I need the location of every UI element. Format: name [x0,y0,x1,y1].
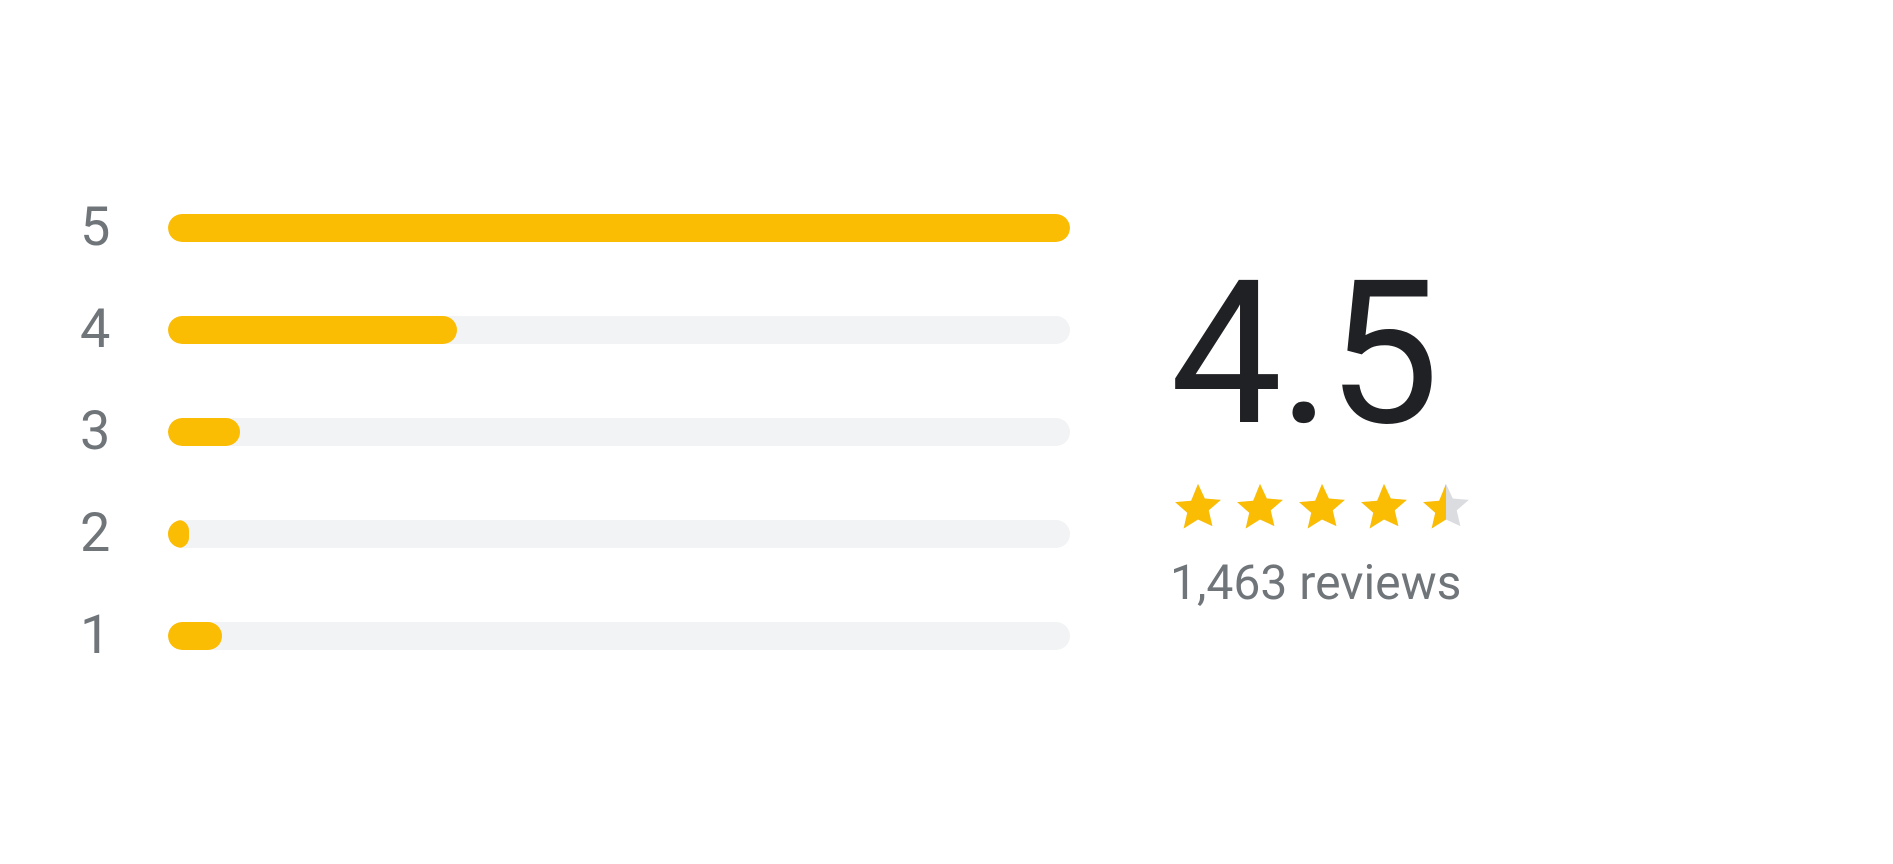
rating-bar-label: 4 [80,303,114,357]
star-icon [1170,478,1226,534]
rating-bar-row: 1 [80,609,1070,663]
rating-bar-row: 4 [80,303,1070,357]
star-icon [1294,478,1350,534]
rating-bar-fill [168,622,222,650]
rating-bar-row: 3 [80,405,1070,459]
rating-bar-row: 2 [80,507,1070,561]
rating-bars-section: 5 4 3 2 1 [80,201,1070,663]
rating-bar-fill [168,520,189,548]
star-icon [1418,478,1474,534]
rating-bar-label: 2 [80,507,114,561]
review-summary: 5 4 3 2 1 [80,201,1813,663]
rating-bar-label: 3 [80,405,114,459]
rating-bar-track [168,418,1070,446]
stars-row [1170,478,1474,534]
score-section: 4.5 1,463 reviews [1170,254,1474,611]
rating-bar-track [168,520,1070,548]
star-icon [1232,478,1288,534]
score-value: 4.5 [1170,254,1436,454]
star-icon [1356,478,1412,534]
rating-bar-fill [168,214,1070,242]
rating-bar-label: 1 [80,609,114,663]
rating-bar-fill [168,316,457,344]
rating-bar-track [168,622,1070,650]
rating-bar-label: 5 [80,201,114,255]
rating-bar-row: 5 [80,201,1070,255]
rating-bar-track [168,214,1070,242]
rating-bar-track [168,316,1070,344]
rating-bar-fill [168,418,240,446]
review-count: 1,463 reviews [1170,554,1461,611]
